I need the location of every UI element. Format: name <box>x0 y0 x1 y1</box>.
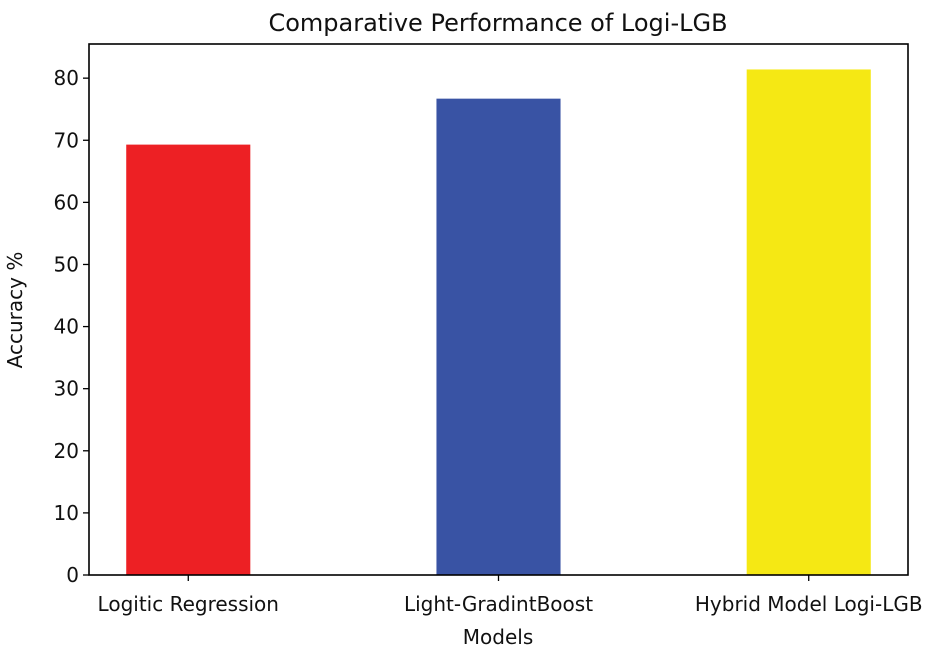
bar-2 <box>746 69 871 575</box>
y-tick-label: 60 <box>54 190 79 214</box>
y-tick-label: 10 <box>54 501 79 525</box>
y-tick-label: 40 <box>54 315 79 339</box>
plot-frame <box>88 43 909 576</box>
x-tick-label: Light-GradintBoost <box>404 592 593 616</box>
y-tick-label: 80 <box>54 66 79 90</box>
y-tick-label: 70 <box>54 128 79 152</box>
bar-1 <box>436 98 561 575</box>
y-tick-label: 50 <box>54 252 79 276</box>
y-tick-label: 0 <box>66 563 79 587</box>
y-tick-label: 30 <box>54 377 79 401</box>
x-tick-label: Logitic Regression <box>98 592 279 616</box>
y-axis-label: Accuracy % <box>3 252 27 369</box>
y-tick-label: 20 <box>54 439 79 463</box>
x-axis-label: Models <box>463 625 533 649</box>
x-tick-label: Hybrid Model Logi-LGB <box>695 592 923 616</box>
chart-title: Comparative Performance of Logi-LGB <box>268 9 727 37</box>
bar-0 <box>126 144 251 575</box>
